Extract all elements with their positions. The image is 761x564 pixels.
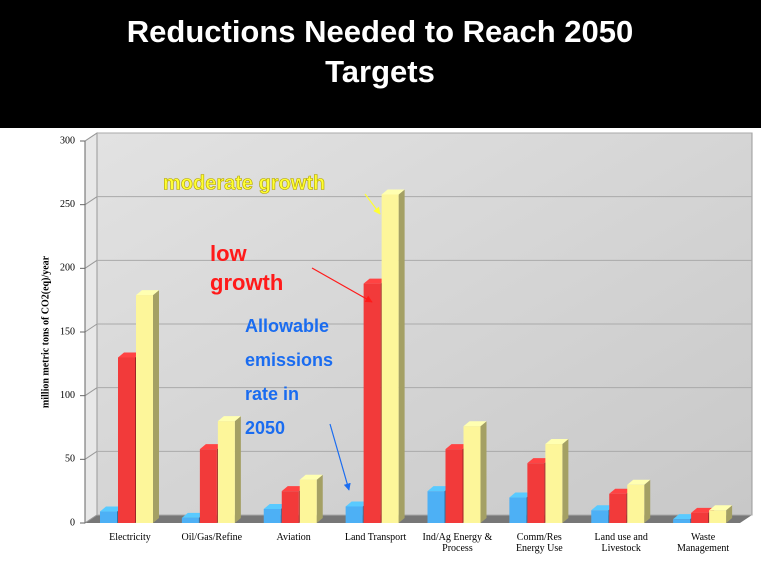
bar: [118, 357, 135, 523]
y-tick-label: 150: [60, 326, 75, 337]
bar: [509, 497, 527, 523]
bar: [527, 463, 545, 523]
bar: [217, 421, 235, 523]
annotation: 2050: [245, 418, 285, 438]
x-tick-label: Oil/Gas/Refine: [181, 532, 243, 543]
bar: [673, 519, 691, 523]
bar: [691, 512, 709, 523]
y-tick-label: 250: [60, 199, 75, 210]
bar: [445, 449, 463, 523]
plot: 0 50 100 150 200 250 300: [60, 132, 753, 528]
bar: [263, 508, 281, 523]
bar-top: [609, 488, 633, 494]
bar-top: [136, 290, 159, 296]
bar-side: [316, 474, 323, 523]
annotation-arrow: [364, 193, 381, 215]
bar-top: [509, 492, 533, 498]
y-tick-label: 50: [65, 454, 75, 465]
bar-top: [281, 486, 305, 492]
bar: [100, 511, 117, 523]
y-tick-label: 100: [60, 390, 75, 401]
bar: [363, 283, 381, 523]
annotation: rate in: [245, 384, 299, 404]
bar-top: [445, 444, 469, 450]
bar-side: [644, 479, 651, 523]
bar: [199, 449, 217, 523]
bar-top: [709, 505, 733, 511]
title-band: [0, 0, 761, 128]
bar-top: [363, 278, 387, 284]
y-tick-label: 0: [70, 517, 75, 528]
grid-line: [84, 514, 98, 524]
bar: [427, 491, 445, 523]
bar-top: [181, 512, 205, 518]
bar-top: [527, 458, 551, 464]
x-tick-label: Aviation: [276, 532, 311, 543]
x-tick-label: Ind/Ag Energy & Process: [422, 532, 493, 554]
x-tick-label: Comm/Res Energy Use: [515, 532, 563, 554]
y-axis-label: million metric tons of CO2(eq)/year: [40, 255, 51, 408]
bar: [709, 510, 727, 523]
bar-top: [591, 505, 615, 511]
annotation: emissions: [245, 350, 333, 370]
bar: [627, 484, 645, 523]
bar-top: [299, 474, 323, 480]
grid-line: [84, 387, 98, 397]
bar-side: [726, 505, 733, 523]
bar: [545, 444, 563, 523]
bar-side: [480, 421, 487, 523]
bar-top: [627, 479, 651, 485]
bar: [609, 493, 627, 523]
grid-line: [84, 132, 98, 142]
x-tick-label: Land use and Livestock: [594, 532, 648, 554]
grid-line: [84, 196, 98, 206]
bar-top: [100, 506, 123, 512]
grid-line: [84, 450, 98, 460]
bar-top: [217, 416, 241, 422]
bar-side: [153, 290, 159, 523]
bar-top: [463, 421, 487, 427]
bar-top: [691, 507, 715, 513]
bar-top: [345, 501, 369, 507]
bar-top: [427, 486, 451, 492]
bar: [181, 517, 199, 523]
annotation: low: [210, 241, 248, 266]
annotation-arrow: [311, 267, 373, 303]
chart-title: Reductions Needed to Reach 2050 Targets: [126, 14, 634, 89]
bar-side: [398, 189, 405, 524]
bar-top: [673, 514, 697, 520]
bar-top: [381, 189, 405, 195]
bar: [281, 491, 299, 523]
bar-top: [263, 503, 287, 509]
bar: [136, 295, 153, 523]
x-tick-label: Waste Management: [676, 532, 730, 554]
bar: [591, 510, 609, 523]
y-tick-label: 300: [60, 135, 75, 146]
bar-side: [562, 439, 569, 523]
x-tick-label: Electricity: [109, 532, 151, 543]
annotation-arrow: [329, 423, 351, 491]
y-tick-label: 200: [60, 263, 75, 274]
annotation: Allowable: [245, 316, 329, 336]
bar-top: [199, 444, 223, 450]
bar-top: [545, 439, 569, 445]
floor: [85, 515, 752, 523]
bar: [381, 194, 399, 524]
annotation: moderate growth: [163, 172, 325, 194]
grid-line: [84, 323, 98, 333]
x-tick-label: Land Transport: [344, 532, 407, 543]
bar: [463, 426, 481, 523]
grid-line: [84, 259, 98, 269]
bar: [299, 479, 317, 523]
annotation: growth: [210, 270, 283, 295]
bar: [345, 506, 363, 523]
bar-side: [234, 416, 241, 523]
bar-top: [118, 352, 141, 358]
